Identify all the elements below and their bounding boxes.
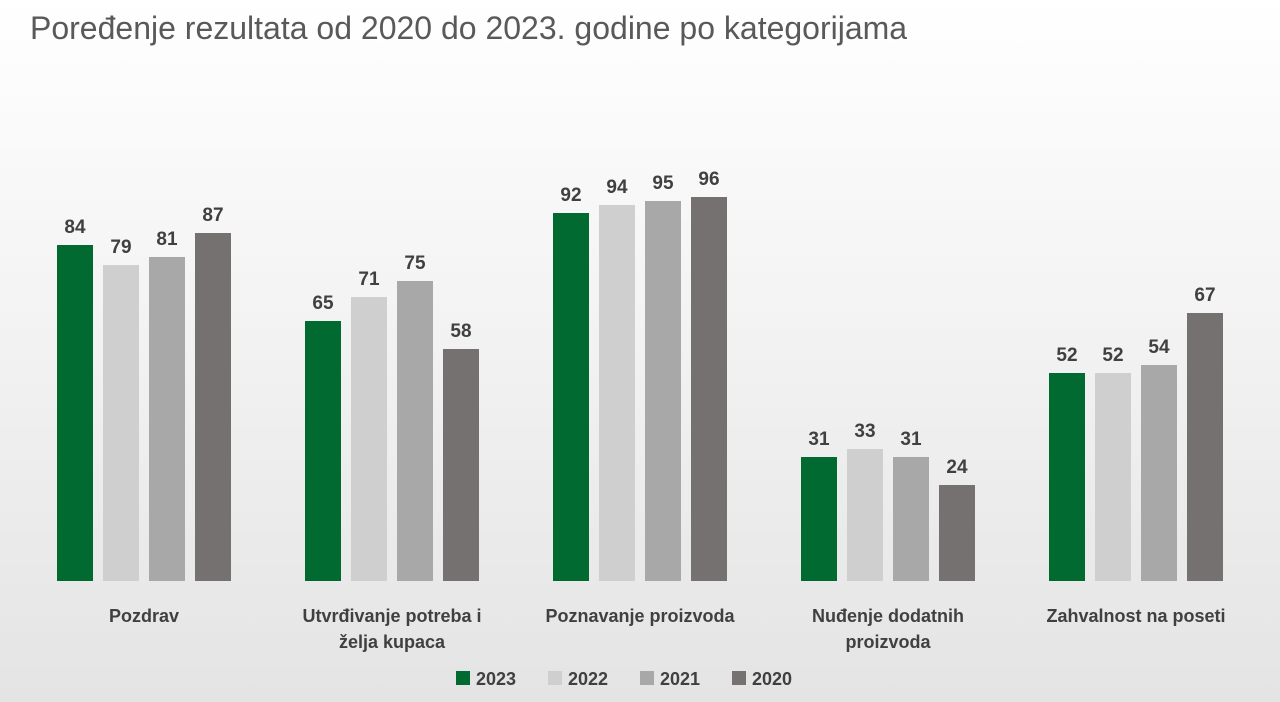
bar-2023	[553, 213, 589, 581]
bar-2022	[599, 205, 635, 581]
data-label: 81	[156, 229, 178, 250]
bar-2023	[1049, 373, 1085, 581]
category-group: 84 79 81 87	[57, 205, 231, 581]
bar-2021	[893, 457, 929, 581]
data-label: 67	[1194, 285, 1215, 306]
category-label: Pozdrav	[109, 606, 179, 626]
bar-2022	[103, 265, 139, 581]
legend-swatch	[456, 671, 470, 685]
data-label: 52	[1102, 345, 1123, 366]
data-label: 33	[854, 421, 875, 442]
bar-2020	[691, 197, 727, 581]
bar-2020	[939, 485, 975, 581]
category-group: 52 52 54 67	[1049, 285, 1223, 581]
category-group: 92 94 95 96	[553, 169, 727, 581]
data-label: 54	[1148, 337, 1170, 358]
data-label: 65	[312, 293, 334, 314]
data-label: 94	[606, 177, 628, 198]
bar-2023	[57, 245, 93, 581]
data-label: 79	[110, 237, 131, 258]
bar-2023	[801, 457, 837, 581]
bar-2021	[645, 201, 681, 581]
legend-swatch	[640, 671, 654, 685]
bar-2020	[443, 349, 479, 581]
data-label: 52	[1056, 345, 1077, 366]
legend-label: 2023	[476, 669, 516, 689]
bar-2022	[351, 297, 387, 581]
bar-2023	[305, 321, 341, 581]
legend-label: 2021	[660, 669, 700, 689]
data-label: 75	[404, 253, 426, 274]
bar-2022	[847, 449, 883, 581]
data-label: 58	[450, 321, 471, 342]
category-label: Utvrđivanje potreba i	[302, 606, 481, 626]
category-label: želja kupaca	[339, 632, 446, 652]
data-label: 31	[808, 429, 830, 450]
data-label: 92	[560, 185, 581, 206]
legend-label: 2022	[568, 669, 608, 689]
category-label: Zahvalnost na poseti	[1046, 606, 1225, 626]
bar-2022	[1095, 373, 1131, 581]
category-label: proizvoda	[845, 632, 931, 652]
legend: 2023 2022 2021 2020	[456, 669, 792, 689]
category-label: Nuđenje dodatnih	[812, 606, 964, 626]
data-label: 95	[652, 173, 674, 194]
data-label: 96	[698, 169, 719, 190]
bar-2021	[1141, 365, 1177, 581]
data-label: 71	[358, 269, 380, 290]
category-label: Poznavanje proizvoda	[545, 606, 735, 626]
chart-title: Poređenje rezultata od 2020 do 2023. god…	[30, 10, 908, 46]
data-label: 24	[946, 457, 968, 478]
bar-2021	[149, 257, 185, 581]
legend-swatch	[548, 671, 562, 685]
data-label: 31	[900, 429, 922, 450]
category-group: 65 71 75 58	[305, 253, 479, 581]
legend-swatch	[732, 671, 746, 685]
legend-label: 2020	[752, 669, 792, 689]
category-group: 31 33 31 24	[801, 421, 975, 581]
bar-2021	[397, 281, 433, 581]
data-label: 84	[64, 217, 86, 238]
bar-2020	[195, 233, 231, 581]
data-label: 87	[202, 205, 223, 226]
bar-2020	[1187, 313, 1223, 581]
